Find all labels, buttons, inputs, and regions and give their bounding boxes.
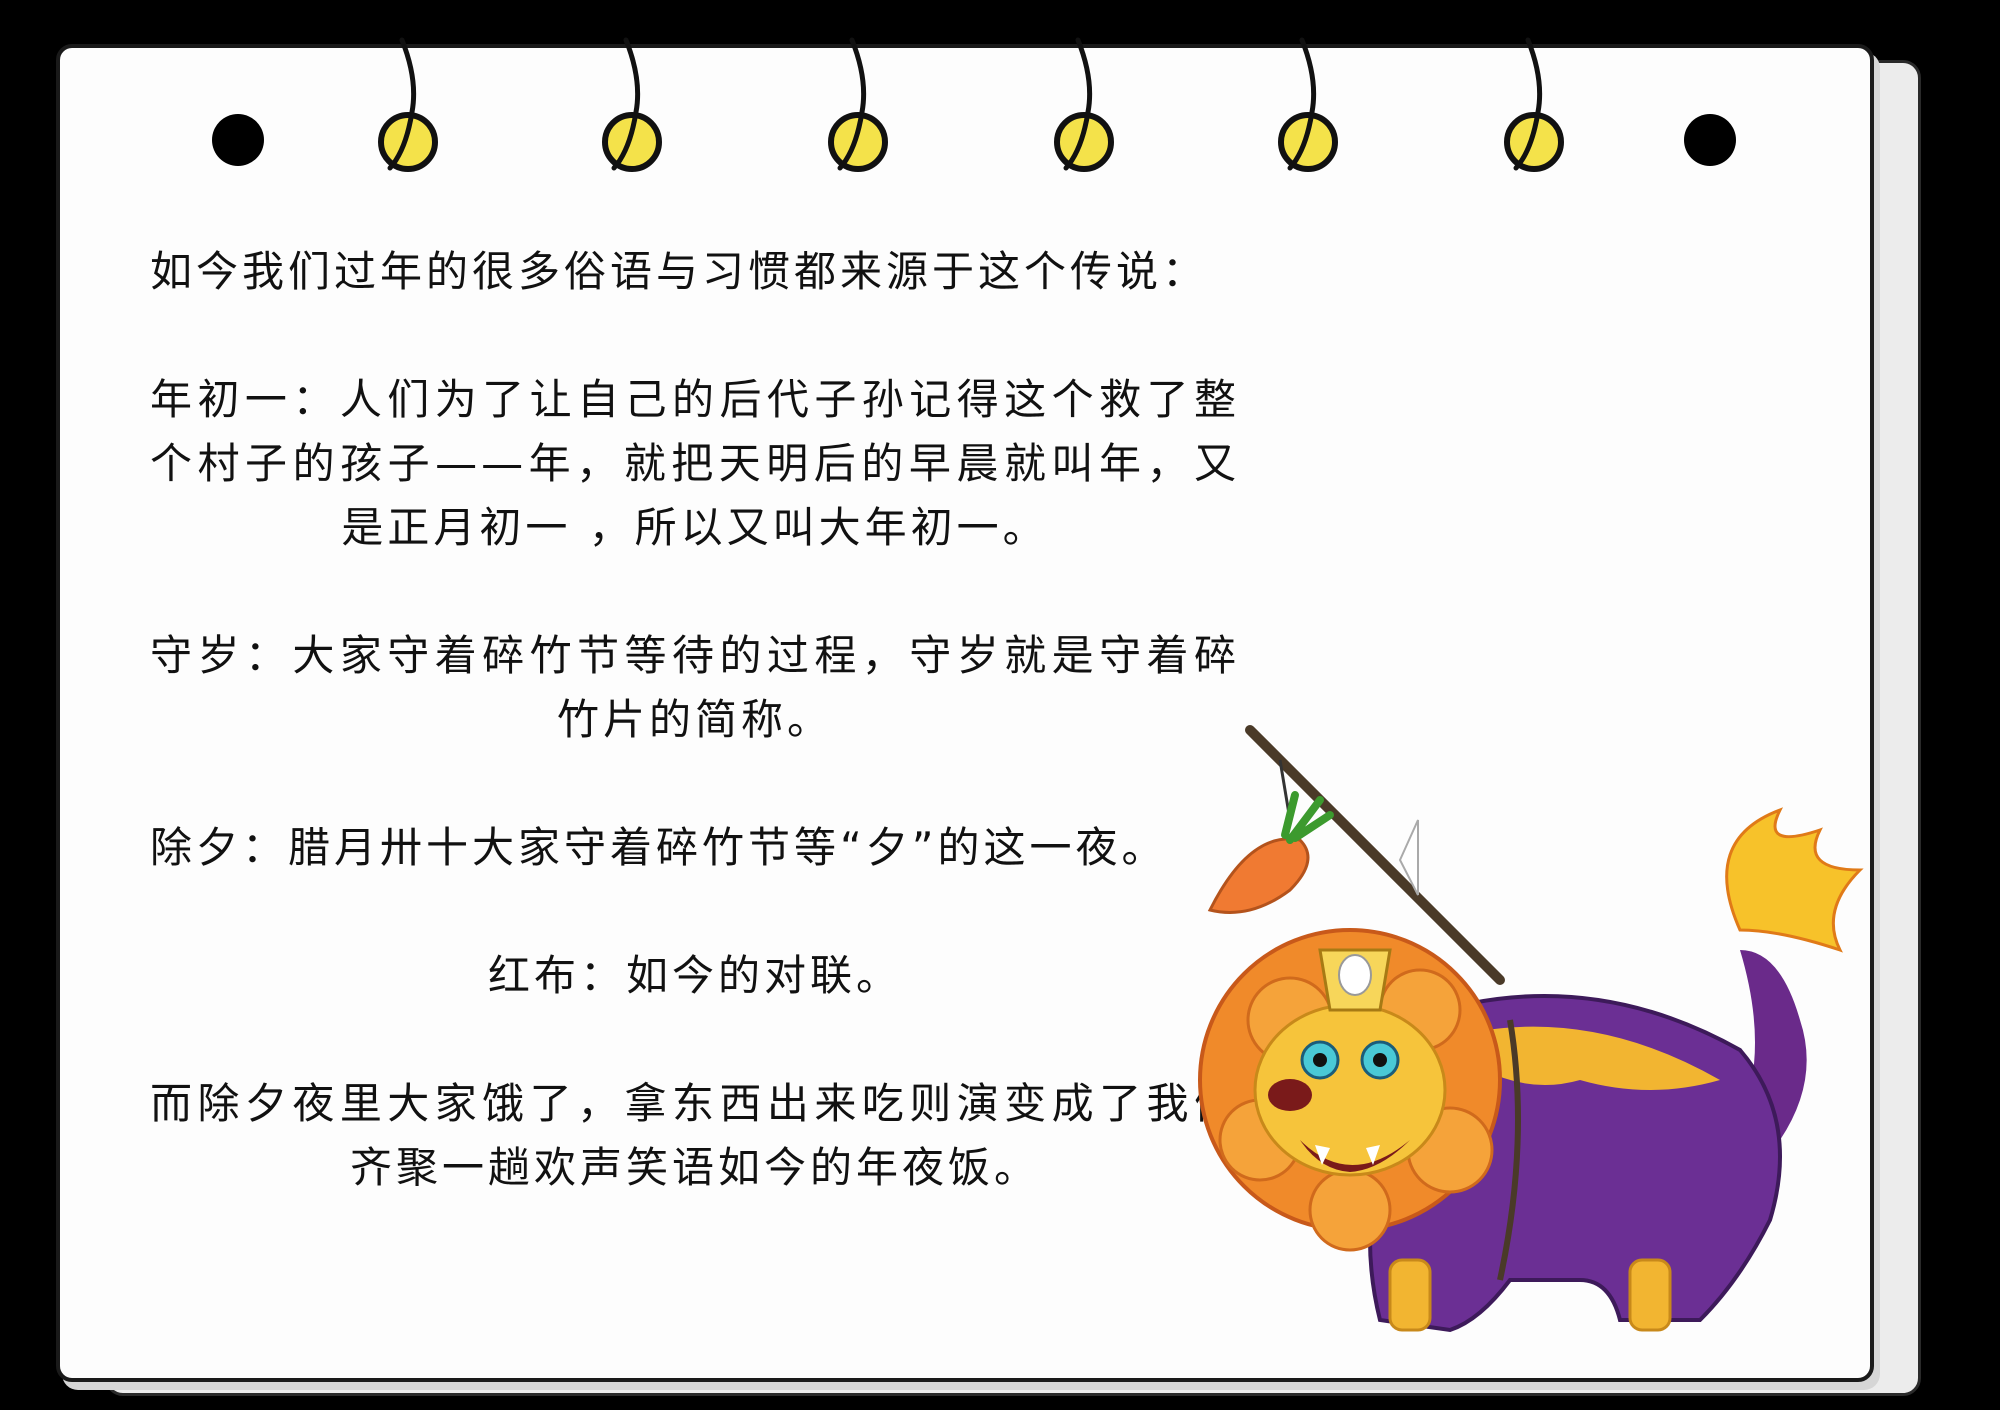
paragraph-new-year-day: 年初一：人们为了让自己的后代子孙记得这个救了整个村子的孩子——年，就把天明后的早… [150,375,1240,552]
paragraph-red-cloth: 红布：如今的对联。 [487,951,902,1000]
intro-paragraph: 如今我们过年的很多俗语与习惯都来源于这个传说： [150,247,1209,296]
article-body: 如今我们过年的很多俗语与习惯都来源于这个传说： 年初一：人们为了让自己的后代子孙… [150,240,1240,1264]
paragraph-new-year-dinner: 而除夕夜里大家饿了，拿东西出来吃则演变成了我们齐聚一趟欢声笑语如今的年夜饭。 [150,1079,1240,1192]
nian-lion-illustration [1198,725,1864,1333]
paragraph-chuxi: 除夕：腊月卅十大家守着碎竹节等“夕”的这一夜。 [150,823,1168,872]
carrot-icon [1207,791,1334,914]
paragraph-shousui: 守岁：大家守着碎竹节等待的过程，守岁就是守着碎竹片的简称。 [150,631,1240,744]
